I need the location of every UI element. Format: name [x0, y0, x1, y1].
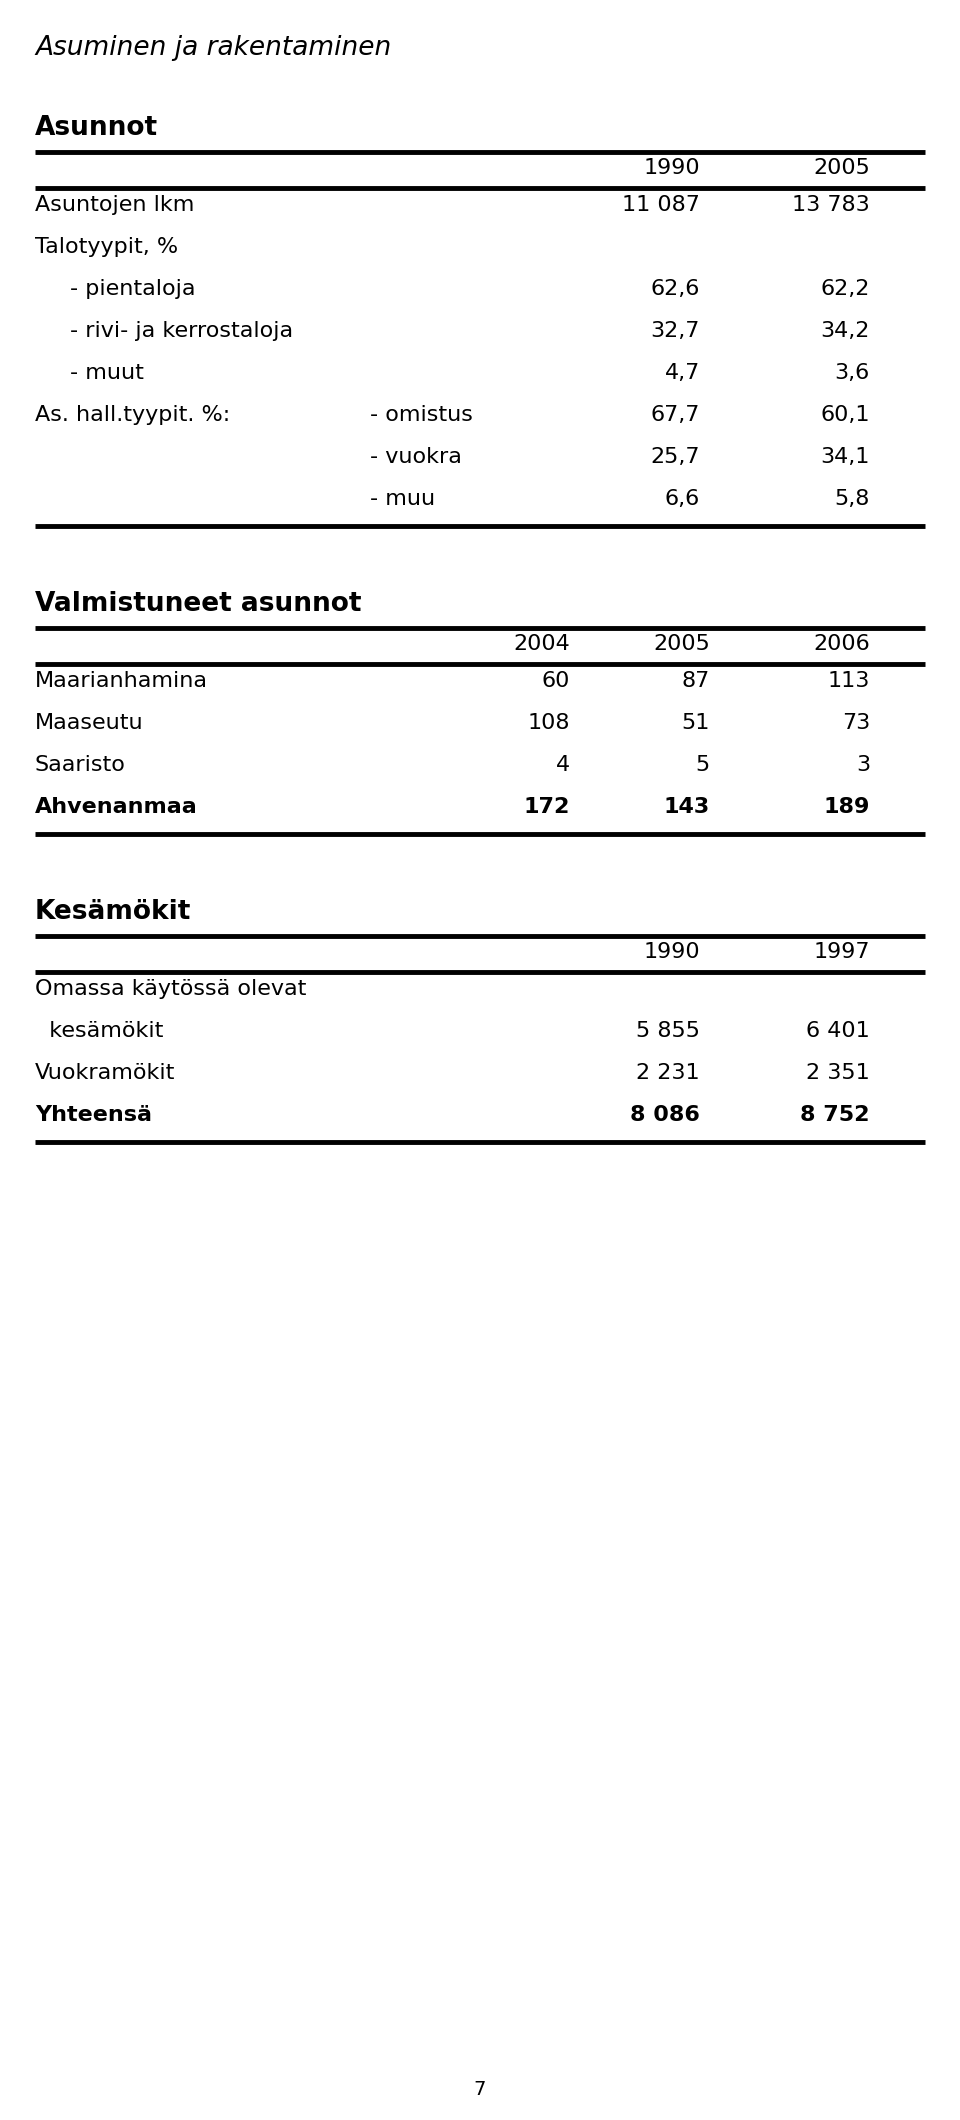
Text: Talotyypit, %: Talotyypit, %: [35, 237, 179, 257]
Text: 34,1: 34,1: [821, 447, 870, 466]
Text: Yhteensä: Yhteensä: [35, 1105, 152, 1126]
Text: 113: 113: [828, 672, 870, 691]
Text: 2 351: 2 351: [806, 1062, 870, 1083]
Text: 2004: 2004: [514, 634, 570, 653]
Text: 34,2: 34,2: [821, 320, 870, 341]
Text: - omistus: - omistus: [370, 405, 473, 424]
Text: 4: 4: [556, 755, 570, 776]
Text: 5,8: 5,8: [834, 490, 870, 509]
Text: 7: 7: [474, 2080, 486, 2099]
Text: Ahvenanmaa: Ahvenanmaa: [35, 797, 198, 816]
Text: kesämökit: kesämökit: [35, 1022, 163, 1041]
Text: Valmistuneet asunnot: Valmistuneet asunnot: [35, 591, 362, 617]
Text: 2006: 2006: [813, 634, 870, 653]
Text: Maarianhamina: Maarianhamina: [35, 672, 208, 691]
Text: 11 087: 11 087: [622, 195, 700, 214]
Text: 51: 51: [682, 712, 710, 734]
Text: 8 086: 8 086: [630, 1105, 700, 1126]
Text: 2005: 2005: [813, 159, 870, 178]
Text: 2005: 2005: [653, 634, 710, 653]
Text: 108: 108: [527, 712, 570, 734]
Text: Asunnot: Asunnot: [35, 114, 158, 142]
Text: 5 855: 5 855: [636, 1022, 700, 1041]
Text: - muut: - muut: [70, 363, 144, 384]
Text: 13 783: 13 783: [792, 195, 870, 214]
Text: 60: 60: [541, 672, 570, 691]
Text: Asuminen ja rakentaminen: Asuminen ja rakentaminen: [35, 36, 392, 61]
Text: 60,1: 60,1: [821, 405, 870, 424]
Text: 6 401: 6 401: [806, 1022, 870, 1041]
Text: - pientaloja: - pientaloja: [70, 280, 196, 299]
Text: 143: 143: [663, 797, 710, 816]
Text: 62,2: 62,2: [821, 280, 870, 299]
Text: Vuokramökit: Vuokramökit: [35, 1062, 176, 1083]
Text: 3,6: 3,6: [835, 363, 870, 384]
Text: 1997: 1997: [813, 941, 870, 962]
Text: 5: 5: [696, 755, 710, 776]
Text: Saaristo: Saaristo: [35, 755, 126, 776]
Text: Asuntojen lkm: Asuntojen lkm: [35, 195, 194, 214]
Text: 32,7: 32,7: [651, 320, 700, 341]
Text: 73: 73: [842, 712, 870, 734]
Text: 189: 189: [824, 797, 870, 816]
Text: - muu: - muu: [370, 490, 435, 509]
Text: - rivi- ja kerrostaloja: - rivi- ja kerrostaloja: [70, 320, 293, 341]
Text: Maaseutu: Maaseutu: [35, 712, 144, 734]
Text: 67,7: 67,7: [651, 405, 700, 424]
Text: - vuokra: - vuokra: [370, 447, 462, 466]
Text: Omassa käytössä olevat: Omassa käytössä olevat: [35, 979, 306, 999]
Text: 2 231: 2 231: [636, 1062, 700, 1083]
Text: 8 752: 8 752: [801, 1105, 870, 1126]
Text: Kesämökit: Kesämökit: [35, 899, 191, 924]
Text: 62,6: 62,6: [651, 280, 700, 299]
Text: 3: 3: [856, 755, 870, 776]
Text: 87: 87: [682, 672, 710, 691]
Text: 6,6: 6,6: [664, 490, 700, 509]
Text: 172: 172: [523, 797, 570, 816]
Text: 25,7: 25,7: [651, 447, 700, 466]
Text: 1990: 1990: [643, 159, 700, 178]
Text: 4,7: 4,7: [664, 363, 700, 384]
Text: As. hall.tyypit. %:: As. hall.tyypit. %:: [35, 405, 230, 424]
Text: 1990: 1990: [643, 941, 700, 962]
